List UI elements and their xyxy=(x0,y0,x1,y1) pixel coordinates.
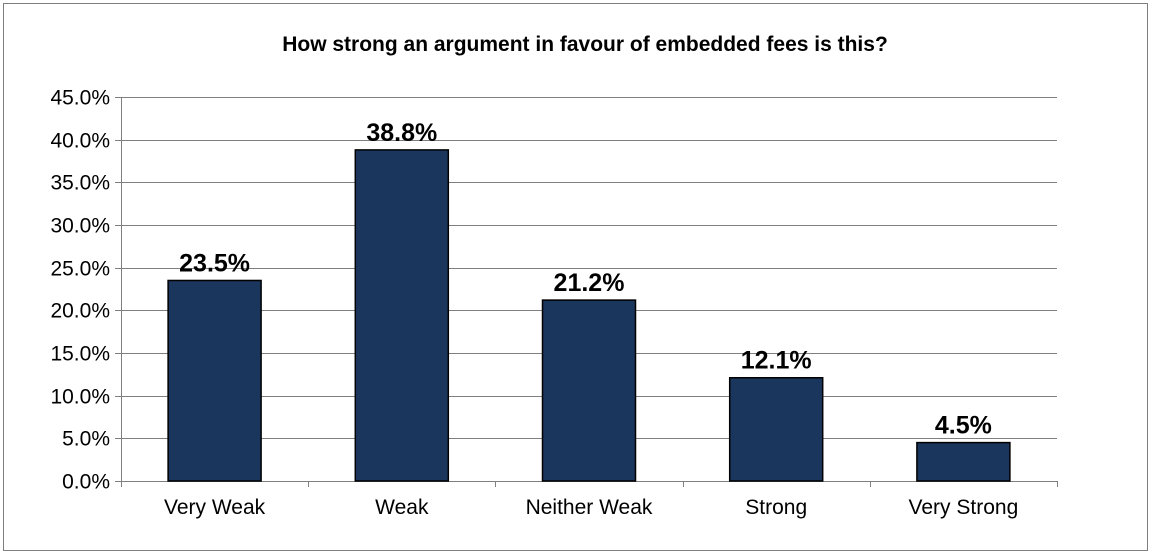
data-label: 21.2% xyxy=(554,269,625,297)
y-tick-label: 40.0% xyxy=(50,130,110,153)
bar xyxy=(916,441,1011,482)
y-tick-label: 30.0% xyxy=(50,215,110,238)
data-label: 4.5% xyxy=(935,412,992,440)
y-tick-label: 20.0% xyxy=(50,300,110,323)
x-tick-label: Strong xyxy=(745,496,807,519)
y-tick-label: 45.0% xyxy=(50,87,110,110)
bar xyxy=(354,149,450,482)
y-tick-label: 5.0% xyxy=(62,428,110,451)
x-tick-label: Weak xyxy=(375,496,429,519)
y-tick-label: 10.0% xyxy=(50,386,110,409)
y-tick-label: 35.0% xyxy=(50,172,110,195)
y-tick-label: 25.0% xyxy=(50,258,110,281)
y-tick-label: 0.0% xyxy=(62,471,110,494)
x-tick-label: Neither Weak xyxy=(526,496,653,519)
bar xyxy=(167,279,262,482)
x-tick-label: Very Weak xyxy=(164,496,266,519)
data-label: 12.1% xyxy=(741,347,812,375)
data-label: 23.5% xyxy=(179,249,250,277)
y-tick-label: 15.0% xyxy=(50,343,110,366)
x-tick-label: Very Strong xyxy=(909,496,1019,519)
chart-title: How strong an argument in favour of embe… xyxy=(282,33,888,56)
bar xyxy=(728,376,824,482)
data-label: 38.8% xyxy=(366,119,437,147)
bar xyxy=(541,299,637,482)
